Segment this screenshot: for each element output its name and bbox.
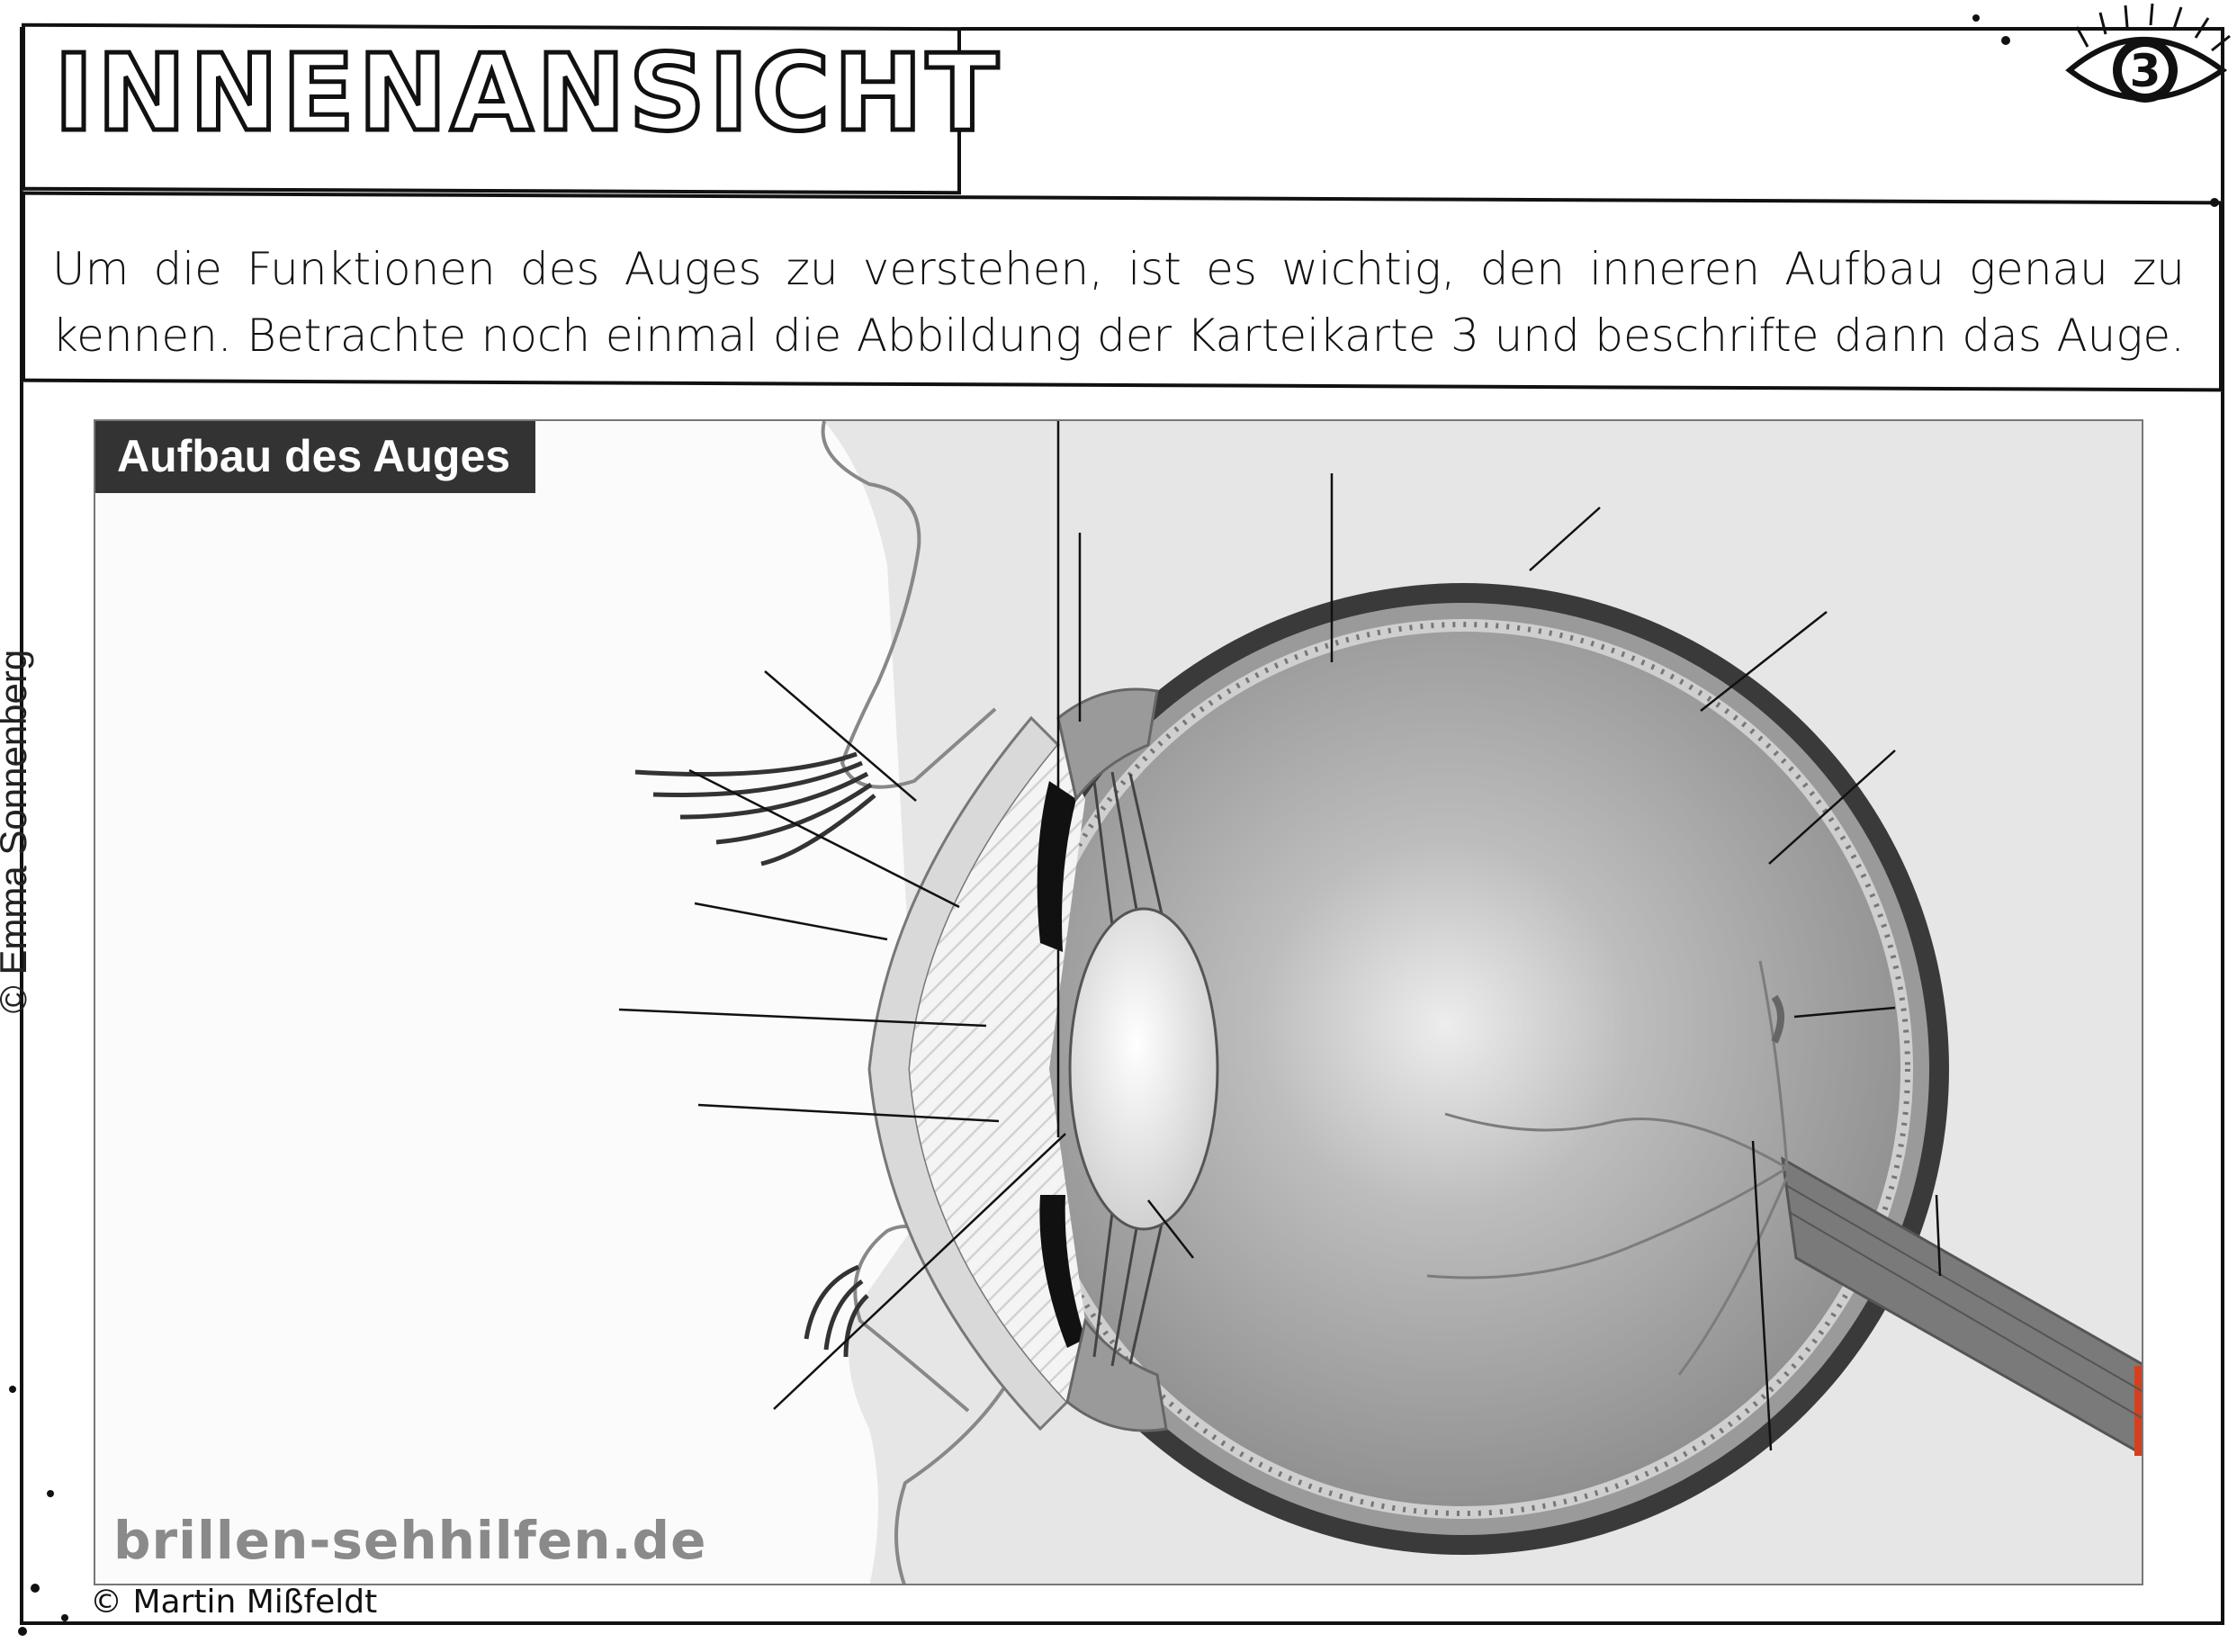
label-line-10 <box>618 1008 987 1028</box>
page-title: INNENANSICHT <box>52 31 1002 155</box>
decor-dot <box>2210 198 2219 207</box>
figure-watermark: brillen-sehhilfen.de <box>113 1510 707 1571</box>
instructions-text: Um die Funktionen des Auges zu verstehen… <box>52 236 2185 369</box>
ciliary-body-upper <box>1056 687 1159 803</box>
decor-dot <box>31 1584 40 1593</box>
label-line-4 <box>1700 611 1828 712</box>
bottom-copyright: © Martin Mißfeldt <box>90 1584 378 1621</box>
decor-dot <box>9 1386 16 1393</box>
upper-eyelid-outline <box>821 421 997 789</box>
label-line-14 <box>1751 1140 1773 1451</box>
label-line-13 <box>1147 1199 1194 1259</box>
fovea <box>1771 994 1784 1044</box>
worksheet-frame <box>20 27 2224 1625</box>
label-line-7 <box>764 670 917 802</box>
decor-dot <box>18 1627 27 1636</box>
lens <box>1068 907 1219 1231</box>
label-line-15 <box>1935 1194 1942 1277</box>
eye-cross-section <box>95 421 2142 1584</box>
decor-dot <box>47 1490 54 1497</box>
figure-title: Aufbau des Auges <box>95 421 536 493</box>
iris-upper <box>1037 781 1076 952</box>
decor-dot <box>61 1614 68 1621</box>
label-line-6 <box>1793 1006 1896 1019</box>
label-line-9 <box>694 902 888 941</box>
instructions-line-1: Um die Funktionen des Auges zu verstehen… <box>52 243 2185 295</box>
optic-nerve <box>1781 1156 2142 1456</box>
label-line-11 <box>697 1103 1000 1123</box>
label-line-5 <box>1768 750 1896 865</box>
side-copyright: © Emma Sonnenberg <box>0 649 34 1014</box>
label-line-12b <box>773 1133 1066 1410</box>
vitreous-body <box>1026 632 1900 1506</box>
eyelashes-lower <box>804 1264 869 1358</box>
eye-icon: 3 <box>2065 3 2231 103</box>
eye-diagram-figure: Aufbau des Auges brillen-sehhilfen.de <box>94 419 2143 1585</box>
label-lines <box>618 421 1942 1451</box>
label-line-8 <box>688 768 960 909</box>
iris-lower <box>1039 1195 1085 1348</box>
decor-dot <box>2001 36 2010 45</box>
instructions-line-2: kennen. Betrachte noch einmal die Abbild… <box>52 310 2185 362</box>
card-number: 3 <box>2130 45 2161 97</box>
decor-dot <box>1972 14 1980 22</box>
zonular-fibers <box>1092 771 1168 1367</box>
ciliary-body-lower <box>1065 1317 1168 1432</box>
label-line-3 <box>1529 507 1601 571</box>
retinal-vessels <box>1426 960 1789 1376</box>
